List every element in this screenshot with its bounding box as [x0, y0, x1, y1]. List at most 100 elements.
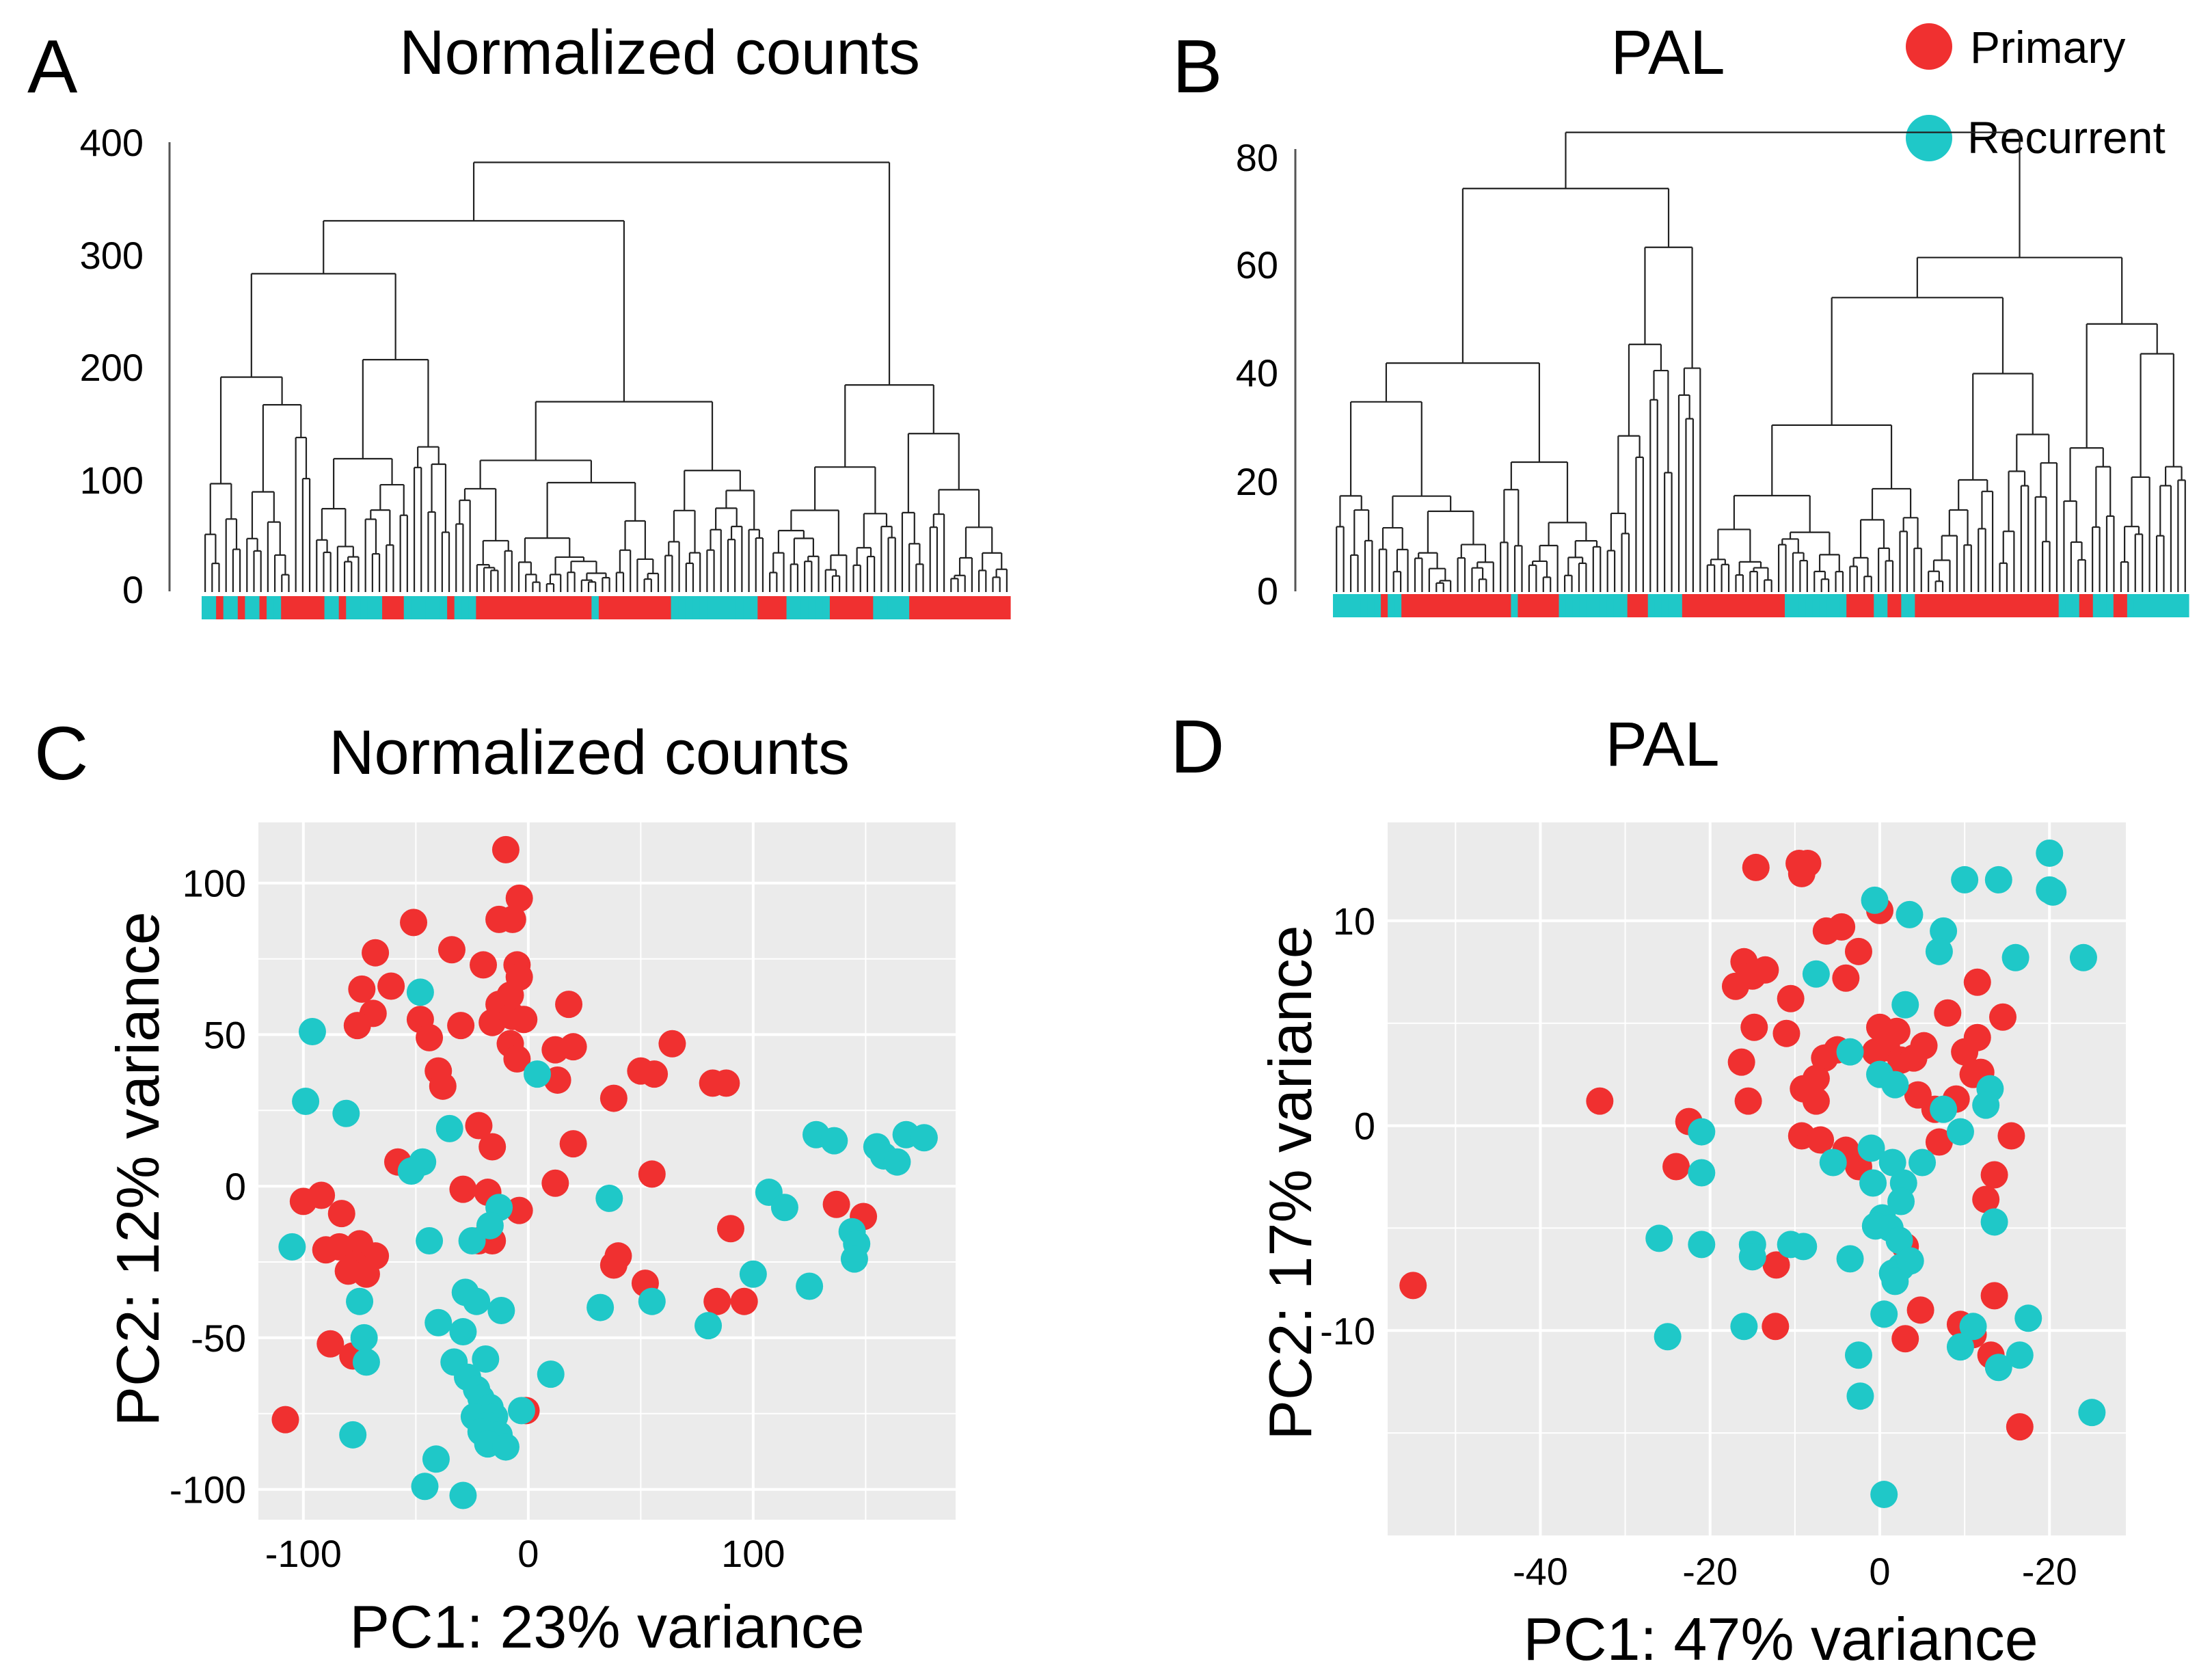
barA-sample-88 [837, 596, 845, 619]
barB-sample-123 [2174, 594, 2183, 617]
barB-sample-65 [1778, 594, 1785, 617]
barB-sample-38 [1593, 594, 1601, 617]
barB-sample-112 [2099, 594, 2107, 617]
point-recurrent-20 [1688, 1118, 1716, 1146]
point-primary-32 [1734, 1087, 1762, 1115]
barB-sample-43 [1627, 594, 1635, 617]
barA-sample-75 [743, 596, 751, 619]
point-primary-55 [716, 1215, 744, 1243]
barA-sample-12 [288, 596, 296, 619]
barA-sample-66 [678, 596, 686, 619]
point-recurrent-9 [2001, 943, 2029, 971]
tick-a-300: 300 [80, 234, 144, 277]
barA-sample-19 [338, 596, 347, 619]
barA-sample-48 [548, 596, 556, 619]
point-recurrent-53 [422, 1445, 450, 1473]
barB-sample-56 [1716, 594, 1724, 617]
barB-sample-78 [1867, 594, 1874, 617]
barB-sample-75 [1846, 594, 1854, 617]
barA-sample-29 [411, 596, 419, 619]
barA-sample-8 [259, 596, 267, 619]
barA-sample-76 [750, 596, 758, 619]
barA-sample-73 [729, 596, 737, 619]
barB-sample-92 [1963, 594, 1971, 617]
point-primary-2 [1742, 853, 1770, 881]
barB-sample-113 [2106, 594, 2114, 617]
point-recurrent-28 [1887, 1187, 1915, 1215]
barA-sample-25 [382, 596, 390, 619]
barB-sample-108 [2072, 594, 2080, 617]
barB-sample-31 [1545, 594, 1553, 617]
barB-sample-51 [1682, 594, 1690, 617]
barA-sample-39 [483, 596, 491, 619]
tick-a-400: 400 [80, 121, 144, 164]
barB-sample-0 [1333, 594, 1340, 617]
point-primary-48 [822, 1190, 850, 1218]
point-primary-43 [1807, 1126, 1835, 1154]
point-recurrent-0 [2036, 839, 2064, 867]
barA-sample-98 [909, 596, 917, 619]
barA-sample-50 [563, 596, 571, 619]
point-recurrent-47 [1730, 1313, 1758, 1341]
barB-sample-72 [1826, 594, 1833, 617]
panel-letter-c: C [34, 712, 88, 796]
point-primary-21 [555, 991, 583, 1019]
barB-sample-96 [1990, 594, 1998, 617]
barB-sample-44 [1634, 594, 1642, 617]
barB-sample-32 [1552, 594, 1560, 617]
barA-sample-13 [295, 596, 304, 619]
dendrogram-normalized-counts: 0 100 200 300 400 [80, 121, 1011, 619]
legend-primary-label: Primary [1970, 22, 2125, 72]
barB-sample-5 [1367, 594, 1375, 617]
barA-sample-86 [822, 596, 831, 619]
point-recurrent-5 [524, 1060, 551, 1088]
barB-sample-45 [1641, 594, 1649, 617]
plot-area-c [258, 822, 956, 1520]
point-recurrent-21 [1688, 1159, 1716, 1187]
barB-sample-48 [1661, 594, 1669, 617]
point-primary-37 [478, 1133, 507, 1161]
point-primary-50 [1972, 1185, 2000, 1213]
barA-sample-64 [664, 596, 672, 619]
barB-sample-37 [1586, 594, 1594, 617]
point-recurrent-22 [1819, 1149, 1847, 1177]
point-recurrent-5 [2039, 878, 2067, 906]
point-primary-38 [559, 1130, 587, 1158]
barB-sample-84 [1908, 594, 1915, 617]
point-primary-59 [352, 1260, 380, 1288]
barB-sample-20 [1470, 594, 1477, 617]
barB-sample-25 [1504, 594, 1512, 617]
barA-sample-57 [613, 596, 621, 619]
barA-sample-34 [447, 596, 455, 619]
point-recurrent-4 [435, 1114, 463, 1142]
barB-sample-70 [1812, 594, 1820, 617]
barB-sample-99 [2010, 594, 2019, 617]
barA-sample-111 [1003, 596, 1011, 619]
point-primary-11 [348, 975, 376, 1003]
barB-sample-19 [1463, 594, 1470, 617]
barB-sample-122 [2168, 594, 2176, 617]
barA-sample-31 [425, 596, 433, 619]
point-recurrent-32 [1980, 1208, 2008, 1236]
barB-sample-50 [1675, 594, 1683, 617]
barB-sample-67 [1792, 594, 1799, 617]
point-recurrent-56 [1870, 1481, 1898, 1509]
barB-sample-10 [1401, 594, 1409, 617]
barB-sample-104 [2045, 594, 2053, 617]
barB-sample-28 [1524, 594, 1533, 617]
point-recurrent-37 [694, 1312, 723, 1340]
barB-sample-7 [1381, 594, 1388, 617]
barB-sample-52 [1688, 594, 1697, 617]
barB-sample-14 [1429, 594, 1436, 617]
barA-sample-109 [988, 596, 997, 619]
barA-sample-103 [945, 596, 954, 619]
legend: Primary Recurrent [1906, 22, 2166, 163]
barB-sample-89 [1942, 594, 1950, 617]
ticksC-y-2: 0 [225, 1165, 246, 1208]
point-primary-16 [1772, 1019, 1800, 1047]
barA-sample-49 [555, 596, 563, 619]
ticksD-y-1: 0 [1354, 1105, 1375, 1148]
barB-sample-64 [1771, 594, 1779, 617]
barB-sample-77 [1860, 594, 1867, 617]
